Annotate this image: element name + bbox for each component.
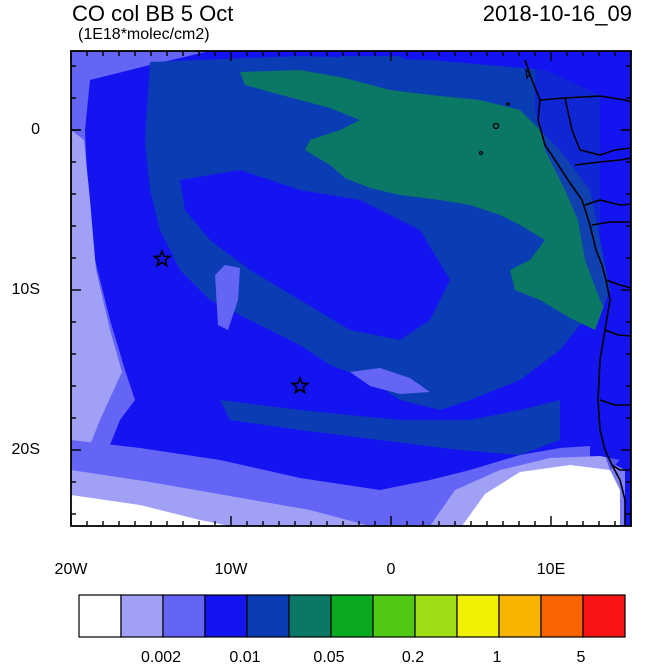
map-units: (1E18*molec/cm2) [78, 26, 210, 43]
field-white-sw [71, 495, 230, 526]
x-label-20w: 20W [54, 561, 88, 578]
map-frame [70, 50, 632, 527]
field-light-streak-2 [350, 368, 430, 394]
colorbar-label: 0.05 [313, 649, 345, 666]
field-white-se [455, 462, 625, 526]
field-blue-patch [180, 170, 450, 340]
y-label-20s: 20S [11, 441, 40, 458]
field-lighter-se [430, 456, 620, 526]
x-label-10e: 10E [536, 561, 566, 578]
map-timestamp: 2018-10-16_09 [482, 1, 632, 26]
colorbar [78, 594, 626, 638]
field-light-streak [215, 265, 240, 330]
colorbar-swatch [288, 594, 332, 638]
colorbar-swatch [456, 594, 500, 638]
coastline [524, 59, 631, 526]
star-marker [290, 375, 310, 395]
islands [478, 68, 531, 156]
colorbar-swatch [330, 594, 374, 638]
x-label-0: 0 [386, 561, 396, 578]
map-field [71, 51, 631, 526]
colorbar-swatch [246, 594, 290, 638]
colorbar-label: 0.002 [140, 649, 182, 666]
colorbar-swatch [540, 594, 584, 638]
colorbar-label: 1 [492, 649, 502, 666]
axis-ticks [70, 51, 632, 526]
colorbar-swatch [162, 594, 206, 638]
field-inland [535, 56, 631, 526]
colorbar-swatch [582, 594, 626, 638]
colorbar-swatch [498, 594, 542, 638]
station-markers [152, 248, 310, 395]
field-dark-north [340, 56, 420, 82]
colorbar-label: 0.01 [229, 649, 261, 666]
colorbar-swatch [120, 594, 164, 638]
field-lighter-west [71, 130, 122, 480]
field-green-plume [240, 70, 610, 330]
map-title: CO col BB 5 Oct [72, 1, 234, 26]
y-label-0: 0 [31, 121, 40, 138]
colorbar-swatch [204, 594, 248, 638]
colorbar-swatch [78, 594, 122, 638]
colorbar-swatch [372, 594, 416, 638]
colorbar-label: 0.2 [401, 649, 425, 666]
colorbar-swatch [414, 594, 458, 638]
colorbar-label: 5 [576, 649, 586, 666]
star-marker [152, 248, 172, 268]
field-darkblue-south [220, 400, 560, 455]
y-label-10s: 10S [11, 281, 40, 298]
x-label-10w: 10W [214, 561, 248, 578]
